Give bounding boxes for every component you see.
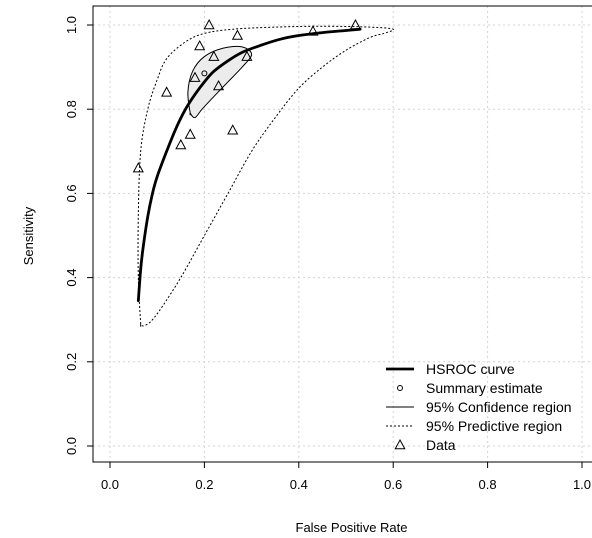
x-tick-label: 0.6 [384, 477, 402, 492]
y-tick-label: 0.2 [64, 353, 79, 371]
plot-frame [92, 5, 592, 463]
x-axis-title: False Positive Rate [296, 520, 408, 535]
data-point-triangle [349, 18, 362, 30]
legend-label: 95% Predictive region [426, 418, 562, 434]
confidence-region-outline [187, 45, 253, 119]
data-point-triangle [194, 40, 206, 51]
predictive-region-outline [137, 25, 395, 328]
data-point-triangle [307, 25, 319, 36]
legend-item: Summary estimate [397, 380, 543, 396]
data-point-triangle [231, 29, 244, 40]
legend-label: 95% Confidence region [426, 399, 572, 415]
data-point-triangle [227, 124, 239, 135]
data-point-triangle [241, 50, 253, 61]
legend-swatch-circle [397, 385, 403, 391]
data-point-triangle [184, 128, 196, 139]
y-tick-label: 0.4 [64, 269, 79, 287]
legend-label: Data [426, 437, 456, 453]
legend-item: Data [394, 437, 456, 453]
data-point-triangle [175, 138, 187, 150]
predictive-region-layer [137, 25, 395, 328]
legend-label: HSROC curve [426, 361, 515, 377]
axes: 0.0 0.2 0.4 0.6 0.8 1.0 0.0 0.2 0.4 0.6 0.8 1.0 Fals… [21, 5, 592, 535]
legend-item: HSROC curve [386, 361, 515, 377]
data-point-triangle [203, 18, 215, 30]
data-point-triangle [161, 86, 173, 97]
x-tick-label: 0.4 [290, 477, 308, 492]
y-tick-label: 0.0 [64, 437, 79, 455]
legend-item: 95% Predictive region [386, 418, 562, 434]
x-tick-label: 0.0 [101, 477, 119, 492]
y-tick-label: 0.8 [64, 100, 79, 118]
data-point-triangle [132, 162, 144, 173]
data-points-layer [132, 18, 362, 173]
y-axis-title: Sensitivity [21, 206, 36, 265]
legend-label: Summary estimate [426, 380, 543, 396]
legend-swatch-triangle [394, 438, 406, 450]
y-tick-label: 1.0 [64, 16, 79, 34]
data-point-triangle [212, 79, 225, 91]
y-tick-label: 0.6 [64, 184, 79, 202]
summary-estimate-point [201, 70, 208, 77]
x-tick-label: 0.2 [195, 477, 213, 492]
summary-layer [201, 70, 208, 77]
x-tick-label: 1.0 [573, 477, 591, 492]
legend-item: 95% Confidence region [386, 399, 572, 415]
data-point-triangle [189, 71, 201, 82]
hsroc-curve-layer [136, 27, 362, 303]
x-tick-label: 0.8 [479, 477, 497, 492]
confidence-region-layer [187, 45, 253, 119]
hsroc-curve-line [136, 27, 362, 303]
legend: HSROC curve Summary estimate 95% Confidenc… [386, 361, 572, 453]
data-point-triangle [208, 50, 220, 61]
